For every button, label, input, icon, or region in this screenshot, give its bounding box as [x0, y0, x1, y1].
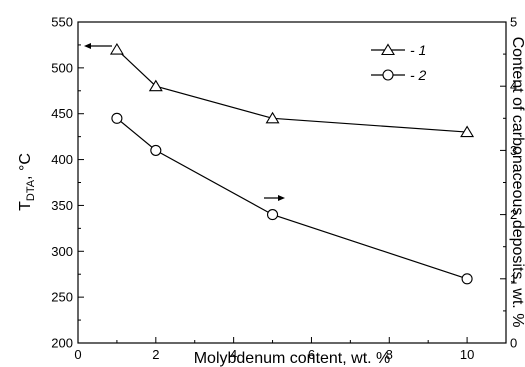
y-tick-label: 400 — [51, 152, 73, 167]
legend-marker-triangle — [381, 43, 395, 56]
y2-tick-label: 4 — [510, 79, 517, 94]
y-tick-label: 200 — [51, 336, 73, 351]
y2-tick-label: 0 — [510, 336, 517, 351]
series-markers — [109, 42, 475, 285]
y2-tick-label: 1 — [510, 271, 517, 286]
y-tick-label: 350 — [51, 198, 73, 213]
series-1-axis-arrow — [84, 43, 112, 49]
ticks — [77, 21, 506, 344]
y2-tick-label: 5 — [510, 15, 517, 30]
y-axis-label-sub: DTA — [25, 179, 37, 201]
y-tick-label: 450 — [51, 106, 73, 121]
y-axis-label-unit: , °C — [17, 153, 34, 180]
x-tick-label: 2 — [152, 347, 159, 362]
series-2-axis-arrow — [264, 195, 285, 201]
series-2-point — [150, 144, 162, 156]
y-tick-label: 250 — [51, 290, 73, 305]
y-axis-label-main: T — [17, 201, 34, 211]
series-2-point — [111, 112, 123, 124]
y2-tick-label: 3 — [510, 143, 517, 158]
legend-label-1: - 1 — [410, 42, 426, 58]
legend-entry-1: - 1 — [371, 42, 426, 58]
series-lines — [116, 49, 468, 280]
y-tick-label: 550 — [51, 15, 73, 30]
y2-axis-label: Content of carbonaceous deposits, wt. % — [509, 37, 525, 328]
x-tick-label: 4 — [230, 347, 237, 362]
series-2-point — [266, 209, 279, 221]
series-1-point — [148, 79, 163, 92]
x-tick-label: 0 — [74, 347, 81, 362]
legend: - 1 - 2 — [371, 42, 427, 83]
legend-entry-2: - 2 — [371, 67, 427, 83]
series-1-line — [116, 49, 468, 133]
x-tick-label: 6 — [308, 347, 315, 362]
plot-frame — [77, 21, 507, 344]
y-tick-label: 500 — [51, 60, 73, 75]
series-2-line — [116, 117, 468, 280]
y-tick-label: 300 — [51, 244, 73, 259]
legend-label-2: - 2 — [410, 67, 427, 83]
x-axis-label: Molybdenum content, wt. % — [194, 350, 391, 367]
series-1-point — [109, 42, 124, 55]
tick-labels: 0 2 4 6 8 10 200 250 300 350 400 450 500 550 0 1 2 3 4 5 — [51, 15, 517, 363]
series-1-point — [460, 125, 475, 138]
y2-tick-label: 2 — [510, 207, 517, 222]
series-2-point — [461, 273, 473, 285]
x-tick-label: 8 — [386, 347, 393, 362]
y-axis-label: TDTA, °C — [17, 153, 37, 211]
x-tick-label: 10 — [460, 347, 474, 362]
series-1-point — [265, 111, 280, 124]
legend-marker-circle — [382, 69, 394, 81]
